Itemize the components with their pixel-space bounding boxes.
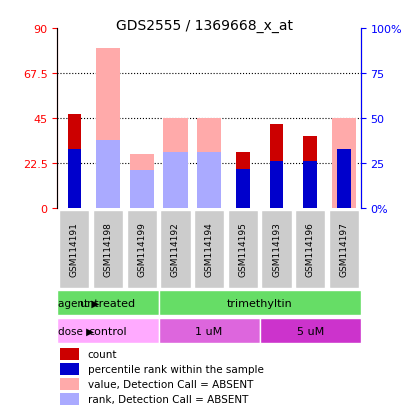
- Text: 5 uM: 5 uM: [296, 326, 323, 336]
- Bar: [196, 119, 221, 209]
- Bar: [129, 155, 153, 209]
- FancyBboxPatch shape: [126, 211, 157, 289]
- FancyBboxPatch shape: [294, 211, 325, 289]
- Text: dose ▶: dose ▶: [58, 326, 94, 336]
- Text: GSM114191: GSM114191: [70, 221, 79, 276]
- Text: GSM114194: GSM114194: [204, 221, 213, 276]
- Text: GSM114198: GSM114198: [103, 221, 112, 276]
- FancyBboxPatch shape: [57, 290, 158, 316]
- FancyBboxPatch shape: [158, 290, 360, 316]
- Bar: [96, 49, 120, 209]
- Bar: [67, 150, 81, 209]
- Text: untreated: untreated: [80, 298, 135, 308]
- Bar: [196, 153, 221, 209]
- FancyBboxPatch shape: [259, 318, 360, 343]
- FancyBboxPatch shape: [328, 211, 358, 289]
- Bar: [163, 119, 187, 209]
- FancyBboxPatch shape: [160, 211, 190, 289]
- Text: GSM114192: GSM114192: [171, 221, 180, 276]
- FancyBboxPatch shape: [92, 211, 123, 289]
- FancyBboxPatch shape: [261, 211, 291, 289]
- Bar: [60, 348, 79, 360]
- Bar: [129, 171, 153, 209]
- FancyBboxPatch shape: [227, 211, 257, 289]
- Text: percentile rank within the sample: percentile rank within the sample: [88, 364, 263, 374]
- Bar: [336, 150, 350, 209]
- Bar: [60, 393, 79, 405]
- Bar: [236, 153, 249, 209]
- Bar: [67, 115, 81, 209]
- FancyBboxPatch shape: [57, 318, 158, 343]
- Bar: [60, 378, 79, 390]
- Bar: [303, 137, 316, 209]
- Text: GSM114197: GSM114197: [339, 221, 348, 276]
- Text: GDS2555 / 1369668_x_at: GDS2555 / 1369668_x_at: [116, 19, 293, 33]
- Text: control: control: [88, 326, 127, 336]
- Text: GSM114199: GSM114199: [137, 221, 146, 276]
- Bar: [331, 119, 355, 209]
- Bar: [303, 162, 316, 209]
- Text: count: count: [88, 349, 117, 359]
- Text: rank, Detection Call = ABSENT: rank, Detection Call = ABSENT: [88, 394, 247, 404]
- Bar: [236, 169, 249, 209]
- Text: 1 uM: 1 uM: [195, 326, 222, 336]
- Text: trimethyltin: trimethyltin: [226, 298, 292, 308]
- Bar: [96, 140, 120, 209]
- Text: value, Detection Call = ABSENT: value, Detection Call = ABSENT: [88, 379, 252, 389]
- Bar: [269, 162, 283, 209]
- Text: GSM114195: GSM114195: [238, 221, 247, 276]
- FancyBboxPatch shape: [193, 211, 224, 289]
- FancyBboxPatch shape: [158, 318, 259, 343]
- Bar: [60, 363, 79, 375]
- Text: GSM114193: GSM114193: [271, 221, 280, 276]
- Bar: [269, 125, 283, 209]
- FancyBboxPatch shape: [59, 211, 89, 289]
- Bar: [163, 153, 187, 209]
- Text: GSM114196: GSM114196: [305, 221, 314, 276]
- Text: agent ▶: agent ▶: [58, 298, 99, 308]
